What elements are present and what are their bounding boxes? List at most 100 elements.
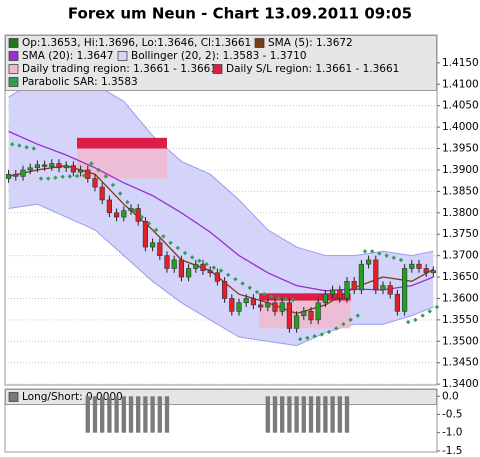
candle-body	[365, 259, 372, 265]
candle-body	[265, 302, 271, 308]
candle-body	[171, 259, 177, 269]
y-tick-label: 1.3450	[442, 357, 479, 369]
candle-body	[77, 169, 84, 173]
candle-body	[157, 242, 163, 256]
candle-body	[322, 293, 329, 304]
y-tick-label: -1.0	[442, 427, 463, 439]
sar-dot	[384, 253, 389, 258]
bar	[157, 396, 162, 433]
lower-plot: Long/Short: 0.0000 0.0 -0.5 -1.0 -1.5	[8, 390, 463, 457]
sma-line	[8, 130, 434, 292]
candle-body	[401, 268, 408, 312]
candle-body	[185, 268, 192, 278]
sar-dot	[146, 221, 152, 226]
candle-body	[214, 272, 221, 282]
candle-body	[27, 167, 33, 171]
candle-body	[351, 281, 357, 291]
sar-dot	[154, 227, 159, 233]
sar-dot	[362, 249, 368, 254]
candle-body	[207, 270, 213, 274]
sar-dot	[326, 329, 332, 335]
legend-swatch	[8, 51, 19, 61]
lower-legend-box	[5, 389, 437, 405]
candle-body	[92, 178, 98, 188]
candle-body	[113, 212, 120, 218]
y-tick-label: 1.4050	[442, 100, 479, 112]
bar	[344, 396, 350, 433]
sar-dot	[334, 326, 339, 331]
bar	[107, 396, 112, 433]
y-tick-label: 1.3800	[442, 207, 479, 219]
y-tick-label: 0.0	[442, 390, 459, 402]
candle-body	[387, 285, 393, 295]
legend-swatch	[212, 64, 223, 74]
sar-dot	[46, 176, 51, 181]
bar	[150, 396, 155, 433]
candle-body	[221, 281, 228, 299]
candle-body	[34, 164, 41, 169]
candle-body	[243, 298, 249, 304]
y-tick-label: -1.5	[442, 445, 463, 457]
candle-body	[135, 208, 141, 222]
y-tick-label: 1.3700	[442, 250, 479, 262]
bar	[272, 396, 278, 433]
sar-dot	[233, 276, 238, 282]
y-tick-label: 1.4100	[442, 78, 479, 90]
sar-dot	[269, 294, 274, 299]
sar-dot	[17, 143, 22, 148]
bar	[136, 396, 141, 433]
y-tick-label: 1.3600	[442, 292, 479, 304]
sar-dot	[427, 309, 432, 314]
candle-body	[178, 259, 185, 278]
sar-dot	[190, 255, 195, 260]
sar-dot	[38, 176, 44, 181]
sar-dot	[377, 251, 382, 256]
sar-dot	[276, 296, 281, 301]
legend-swatch	[254, 38, 265, 48]
bar	[121, 396, 126, 433]
candle-body	[257, 304, 264, 308]
legend-swatch	[117, 51, 128, 61]
candle-body	[293, 315, 300, 329]
bar	[294, 396, 299, 433]
legend: Op:1.3653, Hi:1.3696, Lo:1.3646, Cl:1.36…	[8, 37, 399, 88]
bar	[316, 396, 321, 433]
sar-dot	[10, 142, 15, 147]
sar-dot	[312, 333, 317, 339]
legend-label: SMA (5): 1.3672	[268, 37, 353, 49]
sar-dot	[341, 321, 346, 327]
candle-body	[128, 208, 134, 211]
y-tick-label: 1.3650	[442, 271, 479, 283]
legend-label: Daily S/L region: 1.3661 - 1.3661	[226, 63, 399, 75]
sl-region	[259, 293, 351, 301]
candle-body	[409, 263, 415, 269]
sar-dot	[348, 317, 353, 323]
chart-title: Forex um Neun - Chart 13.09.2011 09:05	[68, 5, 412, 23]
bar	[323, 396, 328, 433]
bar	[143, 396, 148, 433]
sar-dot	[240, 281, 245, 286]
legend-box	[5, 35, 437, 91]
candle-body	[308, 311, 314, 321]
candle-body	[229, 298, 235, 312]
bar	[265, 396, 270, 433]
bar	[85, 396, 90, 433]
candle-body	[106, 199, 113, 214]
bar	[100, 396, 105, 433]
candle-body	[13, 173, 19, 177]
y-axis: 1.4150 1.4100 1.4050 1.4000 1.3950 1.3900 1.38…	[437, 57, 479, 390]
legend-label: Long/Short: 0.0000	[22, 391, 123, 403]
y-tick-label: 1.3750	[442, 228, 479, 240]
candle-body	[70, 165, 77, 173]
band-lower	[8, 203, 434, 347]
sar-dot	[355, 313, 360, 318]
sl-region	[77, 137, 167, 149]
sar-dot	[103, 174, 108, 179]
y-tick-label: 1.4000	[442, 121, 479, 133]
sar-dot	[110, 182, 116, 188]
legend-label: Parabolic SAR: 1.3583	[22, 76, 138, 88]
bar	[114, 396, 119, 433]
sar-dot	[218, 268, 224, 273]
bar	[164, 396, 170, 433]
